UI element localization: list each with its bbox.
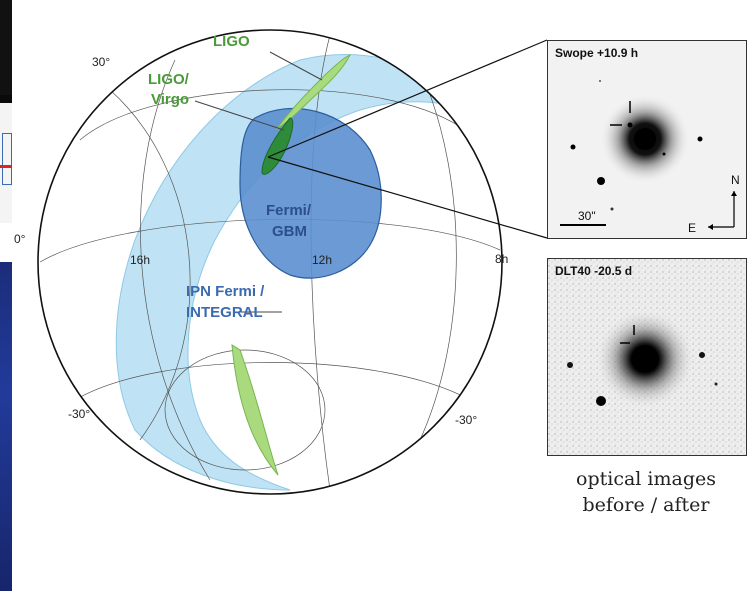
inset-dlt40: DLT40 -20.5 d [547, 258, 747, 456]
dec-label-minus30-left: -30° [68, 407, 90, 421]
north-label: N [731, 173, 740, 187]
east-label: E [688, 221, 697, 235]
ipn-band [115, 53, 470, 491]
ra-label-16h: 16h [130, 253, 150, 267]
ligo-virgo-region [261, 117, 294, 175]
label-fermi-2: GBM [272, 223, 307, 240]
left-edge-red-line [0, 165, 12, 168]
scale-label: 30" [578, 209, 596, 223]
dec-label-30: 30° [92, 55, 110, 69]
ligo-virgo-leader [194, 100, 285, 131]
dlt40-image [548, 259, 746, 455]
ra-label-8h: 8h [495, 252, 508, 266]
left-edge-blue-strip [0, 262, 12, 591]
label-ipn-2: INTEGRAL [186, 304, 263, 321]
ligo-arc-lower [231, 344, 279, 476]
globe-outline [37, 29, 503, 495]
dlt40-title: DLT40 -20.5 d [555, 264, 633, 278]
ra-label-12h: 12h [312, 253, 332, 267]
inset-swope: Swope +10.9 h 30" N E [547, 40, 747, 239]
left-edge-plot-strip [0, 103, 12, 223]
swope-title: Swope +10.9 h [555, 46, 639, 60]
ligo-leader [269, 51, 323, 81]
ligo-arc-upper [275, 54, 352, 131]
caption: optical images before / after [548, 466, 744, 518]
left-edge-blue-box [2, 133, 12, 185]
label-ligo-virgo-2: Virgo [151, 91, 189, 108]
globe-interior [38, 30, 502, 494]
dec-label-minus30-right: -30° [455, 413, 477, 427]
pointer-line-bottom [267, 156, 548, 239]
caption-line-1: optical images [576, 468, 716, 490]
caption-line-2: before / after [582, 494, 710, 516]
pointer-line-top [267, 39, 548, 158]
label-ligo: LIGO [213, 33, 250, 50]
swope-image [560, 80, 737, 230]
coordinate-grid [39, 34, 501, 491]
label-ipn-1: IPN Fermi / [186, 283, 265, 300]
left-edge-dark-strip [0, 0, 12, 95]
left-edge-divider [0, 95, 12, 103]
dec-label-0: 0° [14, 232, 26, 246]
label-fermi-1: Fermi/ [266, 202, 312, 219]
label-ligo-virgo-1: LIGO/ [148, 71, 190, 88]
